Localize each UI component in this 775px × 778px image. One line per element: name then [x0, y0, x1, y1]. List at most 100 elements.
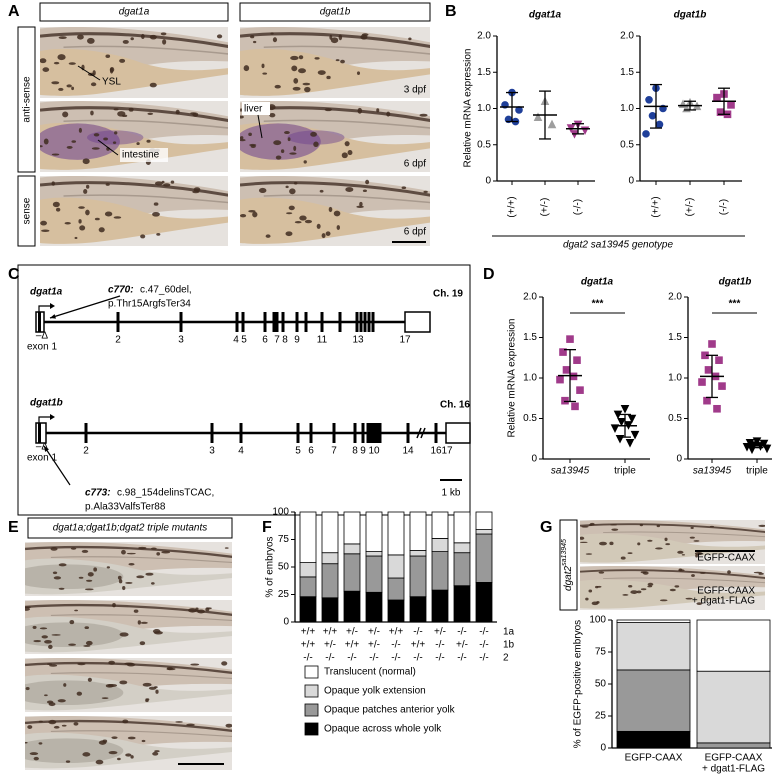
melanocyte	[695, 554, 698, 558]
melanocyte	[580, 536, 585, 540]
y-tick-label: 100	[272, 507, 289, 518]
bar-segment	[365, 555, 383, 593]
exon-number: 13	[352, 335, 364, 346]
melanocyte	[91, 147, 100, 150]
data-point	[642, 130, 650, 138]
bar-segment	[387, 511, 405, 556]
melanocyte	[325, 231, 331, 236]
melanocyte	[659, 599, 668, 602]
y-tick-label: 0	[531, 454, 537, 465]
data-point	[571, 402, 579, 411]
melanocyte	[248, 132, 252, 137]
melanocyte	[290, 55, 299, 61]
notochord	[50, 730, 232, 738]
melanocyte	[596, 585, 602, 588]
melanocyte	[330, 37, 339, 44]
bar-segment	[299, 511, 317, 563]
data-point	[615, 434, 625, 444]
exon-number: 9	[294, 335, 300, 346]
melanocyte	[665, 543, 671, 546]
melanocyte	[269, 112, 276, 118]
melanocyte	[656, 524, 661, 528]
melanocyte	[111, 736, 118, 740]
melanocyte	[585, 553, 593, 555]
notochord	[263, 45, 430, 55]
melanocyte	[250, 35, 255, 39]
melanocyte	[69, 619, 75, 625]
data-point	[762, 444, 772, 454]
bar-segment	[696, 670, 771, 744]
axis-break	[420, 427, 426, 439]
melanocyte	[58, 587, 65, 590]
data-point	[533, 112, 543, 121]
exon	[263, 312, 267, 332]
error-bar	[650, 83, 662, 129]
exon-number: 2	[115, 335, 121, 346]
exon-number: 4	[233, 335, 239, 346]
exon	[272, 312, 276, 332]
melanocyte	[77, 662, 86, 666]
melanocyte	[273, 140, 282, 146]
melanocyte	[25, 606, 32, 609]
melanocyte	[48, 702, 56, 707]
melanocyte	[357, 107, 363, 114]
exon-number: 3	[209, 446, 215, 457]
melanocyte	[299, 215, 307, 221]
exon-number: 8	[352, 446, 358, 457]
y-tick-label: 75	[595, 647, 607, 658]
x-tick-label: (-/-)	[573, 199, 584, 215]
data-point	[613, 410, 623, 420]
melanocyte	[57, 54, 66, 61]
melanocyte	[41, 229, 50, 233]
data-point	[648, 111, 657, 120]
melanocyte	[74, 236, 78, 239]
melanocyte	[53, 725, 60, 729]
error-bar	[564, 348, 576, 403]
genotype-label: -/-	[435, 653, 444, 664]
melanocyte	[599, 541, 607, 546]
exon	[295, 312, 299, 332]
dorsal-band	[25, 545, 232, 558]
melanocyte	[44, 694, 48, 697]
melanocyte	[678, 568, 683, 572]
melanocyte	[588, 589, 593, 593]
melanocyte	[709, 525, 715, 528]
bar-segment	[409, 555, 427, 598]
y-axis-label: Relative mRNA expression	[507, 319, 518, 438]
panel-label: F	[262, 519, 272, 536]
y-tick-label: 1.0	[620, 103, 634, 114]
melanocyte	[362, 189, 367, 193]
melanocyte	[51, 153, 60, 156]
error-bar	[684, 100, 696, 111]
y-axis-label: % of EGFP-positive embryos	[573, 620, 584, 748]
data-point	[718, 382, 726, 390]
melanocyte	[147, 112, 154, 115]
melanocyte	[85, 640, 93, 646]
allele: c770:	[108, 285, 134, 296]
melanocyte	[336, 225, 341, 231]
melanocyte	[175, 109, 180, 115]
yolk	[40, 197, 228, 244]
melanocyte	[140, 234, 146, 239]
melanocyte	[408, 37, 412, 41]
notochord	[50, 556, 232, 564]
melanocyte	[153, 202, 159, 206]
genotype-label: +/+	[389, 627, 404, 638]
melanocyte	[40, 145, 43, 148]
melanocyte	[598, 571, 605, 574]
exon-number: 9	[360, 446, 366, 457]
legend-label: Opaque across whole yolk	[324, 724, 442, 735]
exon	[179, 312, 183, 332]
bar-segment	[616, 619, 691, 623]
melanocyte	[359, 201, 363, 207]
melanocyte	[106, 566, 110, 569]
data-point	[713, 93, 721, 102]
y-tick-label: 0.5	[477, 139, 491, 150]
bar-segment	[343, 511, 361, 545]
melanocyte	[78, 219, 82, 224]
exon	[372, 423, 376, 443]
exon	[38, 312, 41, 332]
melanocyte	[128, 563, 135, 566]
melanocyte	[302, 82, 311, 86]
